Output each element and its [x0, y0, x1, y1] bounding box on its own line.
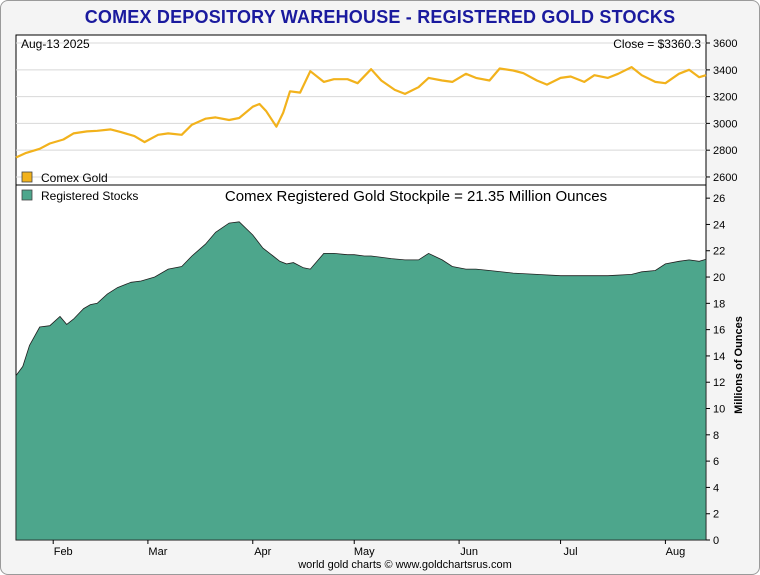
gold-legend-label: Comex Gold [41, 171, 108, 185]
x-tick-label: Mar [148, 546, 167, 558]
gold-y-tick-label: 2800 [713, 145, 737, 157]
gold-legend-swatch [21, 171, 33, 183]
stocks-y-tick-label: 4 [713, 482, 719, 494]
chart-title: COMEX DEPOSITORY WAREHOUSE - REGISTERED … [85, 7, 676, 27]
close-label: Close = $3360.3 [613, 37, 701, 51]
gold-y-tick-label: 3000 [713, 118, 737, 130]
gold-y-axis: 2600 2800 3000 3200 3400 3600 [706, 38, 737, 184]
gold-y-tick-label: 3400 [713, 65, 737, 77]
registered-stocks-area [15, 221, 707, 541]
x-axis: Feb Mar Apr May Jun Jul Aug [52, 540, 686, 558]
gold-panel-bg [15, 34, 707, 186]
date-label: Aug-13 2025 [21, 37, 90, 51]
stocks-y-tick-label: 8 [713, 430, 719, 442]
x-tick-label: Jul [564, 546, 578, 558]
x-tick-label: Feb [54, 546, 73, 558]
x-tick-label: Jun [460, 546, 478, 558]
stocks-legend-label: Registered Stocks [41, 189, 138, 203]
stocks-y-tick-label: 14 [713, 351, 725, 363]
stocks-legend-swatch [21, 189, 33, 201]
gold-y-tick-label: 3200 [713, 92, 737, 104]
stocks-y-tick-label: 26 [713, 193, 725, 205]
y-axis-title: Millions of Ounces [733, 316, 745, 414]
stocks-y-tick-label: 0 [713, 535, 719, 547]
gold-y-tick-label: 3600 [713, 38, 737, 50]
stocks-y-tick-label: 24 [713, 219, 725, 231]
stocks-y-tick-label: 22 [713, 246, 725, 258]
stocks-y-tick-label: 16 [713, 325, 725, 337]
x-tick-label: Apr [254, 546, 271, 558]
gold-y-tick-label: 2600 [713, 172, 737, 184]
stocks-y-tick-label: 18 [713, 298, 725, 310]
stocks-y-tick-label: 2 [713, 509, 719, 521]
credit-line: world gold charts © www.goldchartsrus.co… [297, 559, 512, 571]
stocks-y-tick-label: 12 [713, 377, 725, 389]
chart-subtitle: Comex Registered Gold Stockpile = 21.35 … [225, 188, 607, 205]
stocks-y-tick-label: 10 [713, 404, 725, 416]
x-tick-label: May [354, 546, 375, 558]
gold-grid [16, 42, 706, 178]
stocks-y-tick-label: 20 [713, 272, 725, 284]
x-tick-label: Aug [666, 546, 686, 558]
stocks-y-tick-label: 6 [713, 456, 719, 468]
gold-price-line [15, 66, 707, 159]
